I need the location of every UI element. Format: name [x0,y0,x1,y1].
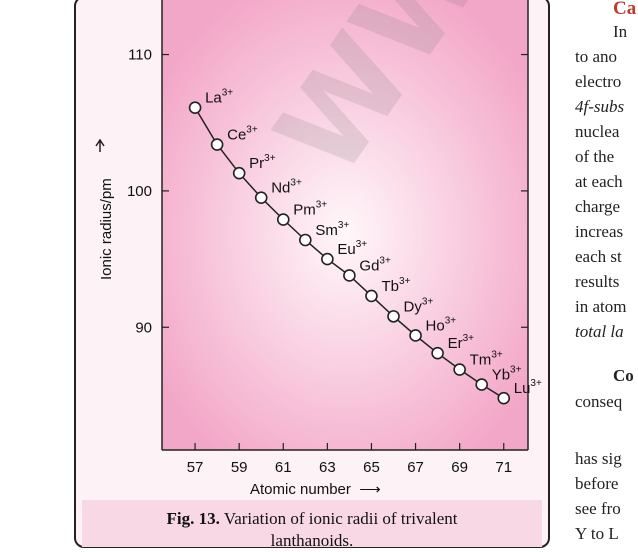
side-text-line: charge [575,197,620,216]
side-text-line: conseq [575,392,623,411]
data-point [365,289,378,303]
y-tick-label: 90 [135,319,152,336]
x-tick-label: 63 [319,459,336,476]
side-text-line: 4f-subs [575,97,625,116]
data-label: Yb3+ [492,365,522,384]
y-tick-label: 110 [128,47,152,64]
data-point [497,391,511,405]
data-point [387,310,400,323]
data-point [431,346,444,360]
side-text-line: electro [575,72,622,91]
data-point [343,269,356,282]
data-label: Pr3+ [249,153,276,172]
side-text-line: nuclea [575,122,620,141]
x-tick-label: 71 [495,459,512,476]
caption-line-1: Variation of ionic radii of trivalent [223,509,458,528]
data-point [299,233,312,247]
side-text-line: has sig [575,449,622,468]
data-label: Pm3+ [293,200,327,219]
arrow-right-icon: ⟶ [355,481,381,498]
side-text-line: see fro [575,499,621,518]
side-text-column: Ca In to ano electro 4f-subs nuclea of the at e… [575,0,638,547]
y-tick-label: 100 [127,183,152,200]
side-text-line: each st [575,247,622,266]
data-label: Er3+ [448,333,475,352]
side-text-line: to ano [575,47,618,66]
caption-line-2: lanthanoids. [270,531,354,550]
data-point [276,213,290,226]
data-label: Lu3+ [514,378,542,397]
data-label: Tb3+ [381,276,410,295]
data-point [409,329,422,342]
side-text-line: Y to L [575,524,619,543]
side-text-line: increas [575,222,624,241]
x-axis-label-text: Atomic number [250,481,351,498]
axes: 57 59 61 63 65 67 69 71 90 100 110 [95,0,529,476]
side-text-line: Co [613,366,634,385]
x-axis-label: Atomic number ⟶ [250,480,381,498]
side-text-line: total la [575,322,624,341]
x-tick-label: 69 [451,459,468,476]
side-text-line: results [575,272,620,291]
data-label: Ho3+ [426,315,457,334]
x-tick-label: 67 [407,459,424,476]
data-label: Dy3+ [404,296,434,315]
data-label: Nd3+ [271,178,302,197]
side-text-line: Ca [613,0,637,19]
data-label: Tm3+ [470,350,503,369]
side-text-line: at each [575,172,623,191]
series: La3+ Ce3+ Pr3+ Nd3+ Pm3+Sm3+Eu3+Gd3+ Tb3+Dy3+… [188,88,542,405]
data-point [321,252,334,266]
arrow-up-icon [95,138,105,152]
y-axis-label: Ionic radius/pm [98,178,115,280]
data-label: Ce3+ [227,125,258,144]
data-label: Sm3+ [315,220,349,239]
side-text-line: In [613,22,628,41]
data-point [232,166,246,180]
side-text-line: in atom [575,297,627,316]
side-text-line: of the [575,147,615,166]
data-label: Eu3+ [337,239,367,258]
data-point [453,363,466,376]
x-tick-label: 59 [231,459,248,476]
data-label: La3+ [205,88,233,107]
x-tick-label: 65 [363,459,380,476]
x-tick-label: 57 [187,459,204,476]
data-point [210,138,224,151]
figure-caption: Fig. 13. Variation of ionic radii of tri… [82,500,542,550]
x-tick-label: 61 [275,459,292,476]
data-point [254,191,268,205]
side-text-line: before [575,474,619,493]
data-label: Gd3+ [359,255,391,274]
data-point [188,101,202,115]
data-point [475,378,488,391]
caption-figure-label: Fig. 13. [166,509,220,528]
